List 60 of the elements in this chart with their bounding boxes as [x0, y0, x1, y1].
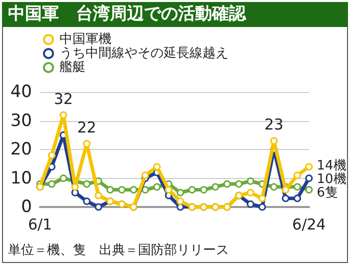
point — [118, 186, 126, 194]
point — [200, 186, 208, 194]
data-label: 32 — [54, 90, 73, 108]
point — [48, 152, 56, 159]
point — [305, 174, 313, 182]
y-tick-label: 40 — [10, 82, 32, 102]
point — [153, 163, 161, 170]
data-label: 14機 — [316, 158, 346, 174]
point — [246, 188, 254, 196]
point — [258, 203, 266, 211]
y-tick-label: 30 — [10, 110, 32, 131]
data-label: 6隻 — [316, 185, 338, 200]
point — [106, 186, 114, 194]
data-label: 10機 — [316, 172, 346, 187]
point — [94, 203, 102, 211]
point — [176, 198, 184, 205]
point — [164, 186, 172, 194]
point — [282, 194, 290, 202]
data-label: 22 — [77, 118, 96, 136]
point — [294, 194, 302, 202]
y-tick-label: 20 — [10, 140, 32, 160]
point — [176, 188, 184, 196]
point — [258, 194, 266, 202]
point — [48, 163, 56, 170]
legend-label: うち中間線やその延長線越え — [60, 46, 228, 61]
point — [223, 180, 231, 188]
point — [60, 174, 68, 182]
point — [188, 186, 196, 194]
x-tick-label: 6/1 — [28, 216, 52, 234]
point — [60, 111, 68, 119]
point — [142, 186, 150, 194]
point — [246, 177, 254, 185]
point — [130, 186, 138, 194]
point — [153, 183, 161, 191]
point — [48, 180, 56, 188]
legend-label: 中国軍機 — [60, 32, 112, 47]
point — [305, 163, 313, 170]
point — [270, 183, 278, 191]
point — [235, 180, 243, 188]
y-tick-label: 0 — [21, 197, 32, 217]
point — [83, 140, 91, 148]
point — [83, 198, 91, 205]
legend-label: 艦艇 — [60, 60, 86, 75]
point — [270, 137, 278, 145]
point — [305, 186, 313, 194]
point — [94, 192, 102, 200]
x-tick-label: 6/24 — [292, 216, 326, 234]
data-label: 23 — [264, 116, 284, 134]
y-tick-label: 10 — [10, 168, 32, 188]
point — [71, 183, 79, 191]
text: 単位＝機、隻 出典＝国防部リリース — [8, 242, 229, 259]
point — [83, 180, 91, 188]
point — [246, 200, 254, 208]
point — [212, 183, 220, 191]
point — [294, 172, 302, 180]
point — [71, 188, 79, 196]
point — [142, 172, 150, 180]
point — [282, 186, 290, 194]
chart-title: 中国軍 台湾周辺での活動確認 — [2, 2, 348, 27]
point — [294, 183, 302, 191]
